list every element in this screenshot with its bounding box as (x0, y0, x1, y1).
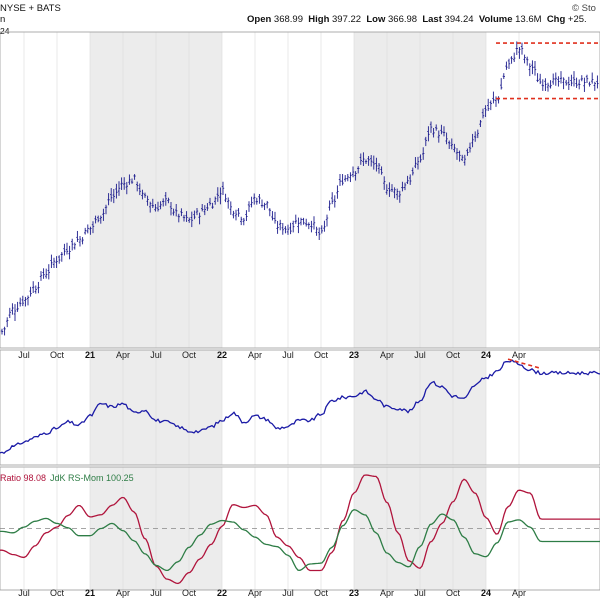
rs-ratio-line (0, 474, 600, 585)
x-tick-label: 22 (217, 350, 227, 360)
x-tick-label: Oct (314, 588, 329, 598)
x-tick-label: Oct (182, 350, 197, 360)
exchange-label: NYSE + BATS (0, 3, 61, 14)
panel-frame-1 (0, 349, 600, 466)
panel-frame-2 (0, 466, 600, 591)
x-tick-label: Oct (50, 350, 65, 360)
x-tick-label: Jul (150, 588, 162, 598)
low-value: 366.98 (388, 14, 418, 25)
volume-value: 13.6M (515, 14, 542, 25)
x-tick-label: 21 (85, 350, 95, 360)
ohlc-summary: Open 368.99 High 397.22 Low 366.98 Last … (247, 14, 587, 25)
x-tick-label: Jul (18, 588, 30, 598)
price-tag-fragment: 24 (0, 26, 10, 36)
volume-label: Volume (478, 14, 513, 25)
annotation-trend-2 (507, 358, 542, 370)
high-value: 397.22 (332, 14, 362, 25)
x-tick-label: 24 (481, 350, 491, 360)
panel-frames (0, 31, 600, 591)
x-tick-label: 21 (85, 588, 95, 598)
x-tick-label: Jul (414, 588, 426, 598)
legend-ratio: Ratio 98.08 (0, 473, 46, 483)
x-tick-label: Oct (446, 588, 461, 598)
open-label: Open (247, 14, 272, 25)
relative-strength-line (0, 359, 600, 454)
x-tick-label: Oct (314, 350, 329, 360)
x-tick-label: Apr (248, 588, 262, 598)
x-tick-label: Apr (380, 350, 394, 360)
x-tick-label: Jul (282, 350, 294, 360)
x-tick-label: Jul (150, 350, 162, 360)
x-axis-labels: Jul Jul Oct Oct 21 21 Apr Apr Jul Jul Oct Oct 22 22 Ap… (18, 350, 526, 598)
x-tick-label: Apr (116, 588, 130, 598)
x-tick-label: Jul (414, 350, 426, 360)
high-label: High (308, 14, 330, 25)
last-label: Last (422, 14, 442, 25)
open-value: 368.99 (273, 14, 303, 25)
watermark: © Sto (572, 3, 596, 14)
legend: Ratio 98.08 JdK RS-Mom 100.25 (0, 473, 134, 483)
x-tick-label: 23 (349, 350, 359, 360)
last-value: 394.24 (444, 14, 474, 25)
x-tick-label: Oct (182, 588, 197, 598)
x-tick-label: Apr (380, 588, 394, 598)
x-tick-label: Apr (116, 350, 130, 360)
rs-momentum-line (0, 509, 600, 572)
x-tick-label: Apr (248, 350, 262, 360)
x-tick-label: Jul (282, 588, 294, 598)
x-tick-label: Apr (512, 588, 526, 598)
low-label: Low (366, 14, 386, 25)
legend-mom: JdK RS-Mom 100.25 (50, 473, 134, 483)
relative-strength-panel (0, 359, 600, 454)
header-fragment: n (0, 14, 6, 25)
x-tick-label: 23 (349, 588, 359, 598)
chg-label: Chg (546, 14, 566, 25)
x-tick-label: 24 (481, 588, 491, 598)
panel-frame-0 (0, 31, 600, 349)
price-bars (0, 41, 599, 336)
x-tick-label: Oct (50, 588, 65, 598)
chg-value: +25. (567, 14, 587, 25)
x-tick-label: Jul (18, 350, 30, 360)
annotations (496, 42, 600, 370)
oscillator-panel (0, 474, 600, 585)
x-tick-label: 22 (217, 588, 227, 598)
x-tick-label: Oct (446, 350, 461, 360)
x-tick-label: Apr (512, 350, 526, 360)
